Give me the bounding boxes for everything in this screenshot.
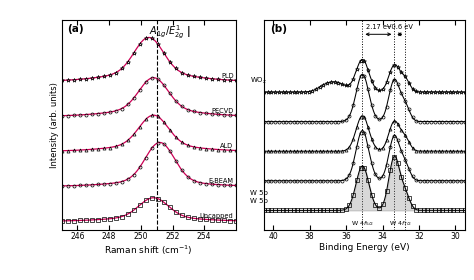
Text: W 5p: W 5p xyxy=(250,190,268,196)
Text: (a): (a) xyxy=(67,24,83,34)
Text: $A_{1g}/E^{1}_{2g}$ |: $A_{1g}/E^{1}_{2g}$ | xyxy=(149,24,191,41)
Y-axis label: Intensity (arb. units): Intensity (arb. units) xyxy=(50,82,59,167)
X-axis label: Binding Energy (eV): Binding Energy (eV) xyxy=(319,244,410,253)
Text: Uncapped: Uncapped xyxy=(200,213,234,219)
Text: E-BEAM: E-BEAM xyxy=(209,178,234,184)
Text: W 4$f_{5/2}$: W 4$f_{5/2}$ xyxy=(351,220,374,228)
Text: W 4$f_{7/2}$: W 4$f_{7/2}$ xyxy=(389,220,412,228)
Text: PLD: PLD xyxy=(221,73,234,79)
Text: (b): (b) xyxy=(270,24,287,34)
Text: WO$_x$: WO$_x$ xyxy=(250,76,268,86)
X-axis label: Raman shift (cm$^{-1}$): Raman shift (cm$^{-1}$) xyxy=(104,244,193,257)
Text: 2.17 eV: 2.17 eV xyxy=(365,24,391,30)
Text: PECVD: PECVD xyxy=(211,108,234,114)
Text: W 5p: W 5p xyxy=(250,199,268,204)
Text: ALD: ALD xyxy=(220,143,234,149)
Text: ~0.6 eV: ~0.6 eV xyxy=(386,24,413,30)
